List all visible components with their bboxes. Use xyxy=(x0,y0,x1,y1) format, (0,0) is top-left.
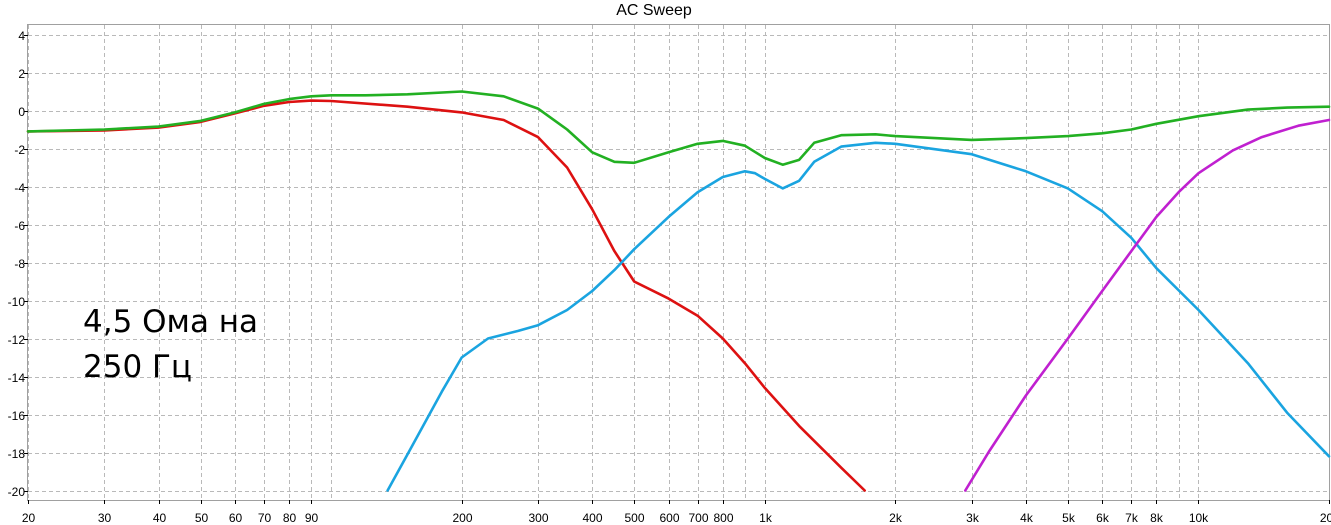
x-tick-label: 50 xyxy=(195,511,209,525)
series-line-3 xyxy=(26,90,1331,166)
y-tick-label: 2 xyxy=(18,67,25,81)
x-tick-label: 700 xyxy=(688,511,708,525)
series-line-4 xyxy=(964,118,1331,492)
x-tick-label: 7k xyxy=(1125,511,1139,525)
y-tick-label: -8 xyxy=(14,257,25,271)
x-tick-label: 2k xyxy=(889,511,903,525)
x-tick-label: 500 xyxy=(624,511,644,525)
x-tick-label: 80 xyxy=(283,511,297,525)
y-tick-label: -12 xyxy=(8,333,26,347)
x-tick-label: 20 xyxy=(22,511,36,525)
annotation-line-2: 250 Гц xyxy=(83,349,192,385)
y-axis-ticks: 4 2 0 -2 -4 -6 -8 -10 -12 -14 -16 -18 -20 xyxy=(8,29,28,499)
y-tick-label: -14 xyxy=(8,371,26,385)
y-tick-label: -2 xyxy=(14,143,25,157)
x-tick-label: 60 xyxy=(229,511,243,525)
annotation-line-1: 4,5 Ома на xyxy=(83,304,258,340)
x-tick-label: 6k xyxy=(1096,511,1110,525)
y-tick-label: -20 xyxy=(8,485,26,499)
x-tick-label: 300 xyxy=(528,511,548,525)
x-tick-label: 600 xyxy=(659,511,679,525)
grid-lines xyxy=(28,25,1330,500)
x-tick-label: 3k xyxy=(966,511,980,525)
y-tick-label: -6 xyxy=(14,219,25,233)
x-tick-label: 400 xyxy=(582,511,602,525)
y-tick-label: -16 xyxy=(8,409,26,423)
y-tick-label: 0 xyxy=(18,105,25,119)
series-line-2 xyxy=(386,141,1331,492)
plot-frame xyxy=(27,24,1330,501)
series-lines xyxy=(26,90,1331,492)
x-tick-label: 40 xyxy=(153,511,167,525)
chart-title: AC Sweep xyxy=(616,2,692,19)
y-tick-label: -18 xyxy=(8,447,26,461)
annotation-text: 4,5 Ома на 250 Гц xyxy=(83,304,268,385)
y-tick-label: -4 xyxy=(14,181,25,195)
x-tick-label: 4k xyxy=(1020,511,1034,525)
x-tick-label: 5k xyxy=(1062,511,1076,525)
y-tick-label: -10 xyxy=(8,295,26,309)
x-tick-label: 200 xyxy=(452,511,472,525)
x-tick-label: 30 xyxy=(98,511,112,525)
x-tick-label: 10k xyxy=(1189,511,1209,525)
y-tick-label: 4 xyxy=(18,29,25,43)
x-tick-label: 800 xyxy=(713,511,733,525)
series-line-1 xyxy=(26,99,866,492)
x-axis-ticks: 20 30 40 50 60 70 80 90 200 300 400 500 600 700 800 1k 2… xyxy=(22,500,1331,525)
x-tick-label: 1k xyxy=(759,511,773,525)
x-tick-label: 8k xyxy=(1150,511,1164,525)
x-tick-label: 20k xyxy=(1320,511,1331,525)
x-tick-label: 90 xyxy=(305,511,319,525)
x-tick-label: 70 xyxy=(258,511,272,525)
